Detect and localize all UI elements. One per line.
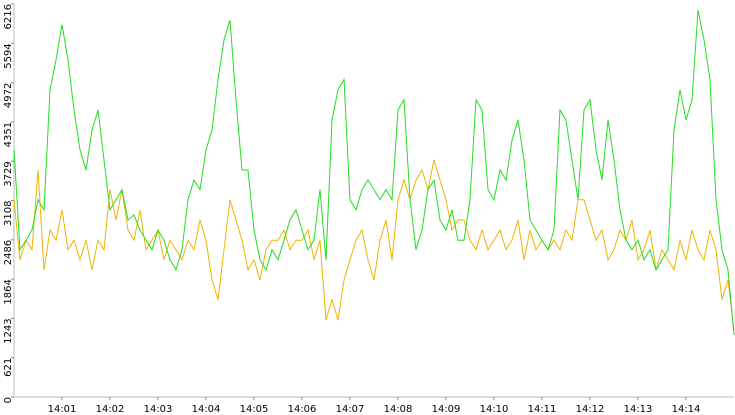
y-tick-label: 3729 [3,161,14,186]
x-tick-label: 14:05 [240,404,269,415]
x-tick-label: 14:12 [576,404,605,415]
y-tick-label: 1243 [3,318,14,343]
x-tick-label: 14:06 [288,404,317,415]
x-tick-label: 14:14 [672,404,701,415]
x-tick-label: 14:10 [480,404,509,415]
x-tick-label: 14:11 [528,404,557,415]
y-tick-label: 6216 [3,4,14,29]
series-line [13,159,735,331]
y-tick-label: 4972 [3,83,14,108]
x-tick-label: 14:02 [96,404,125,415]
x-tick-label: 14:08 [384,404,413,415]
y-tick-label: 4351 [3,122,14,147]
x-tick-label: 14:03 [144,404,173,415]
y-tick-label: 1864 [3,279,14,304]
x-tick-label: 14:04 [192,404,221,415]
y-tick-label: 0 [3,397,14,403]
series-line [13,10,735,336]
y-tick-label: 2486 [3,240,14,265]
y-tick-label: 3108 [3,201,14,226]
x-tick-label: 14:01 [48,404,77,415]
x-tick-label: 14:09 [432,404,461,415]
x-tick-label: 14:07 [336,404,365,415]
y-tick-label: 5594 [3,43,14,68]
x-tick-label: 14:13 [624,404,653,415]
y-tick-label: 621 [3,358,14,377]
